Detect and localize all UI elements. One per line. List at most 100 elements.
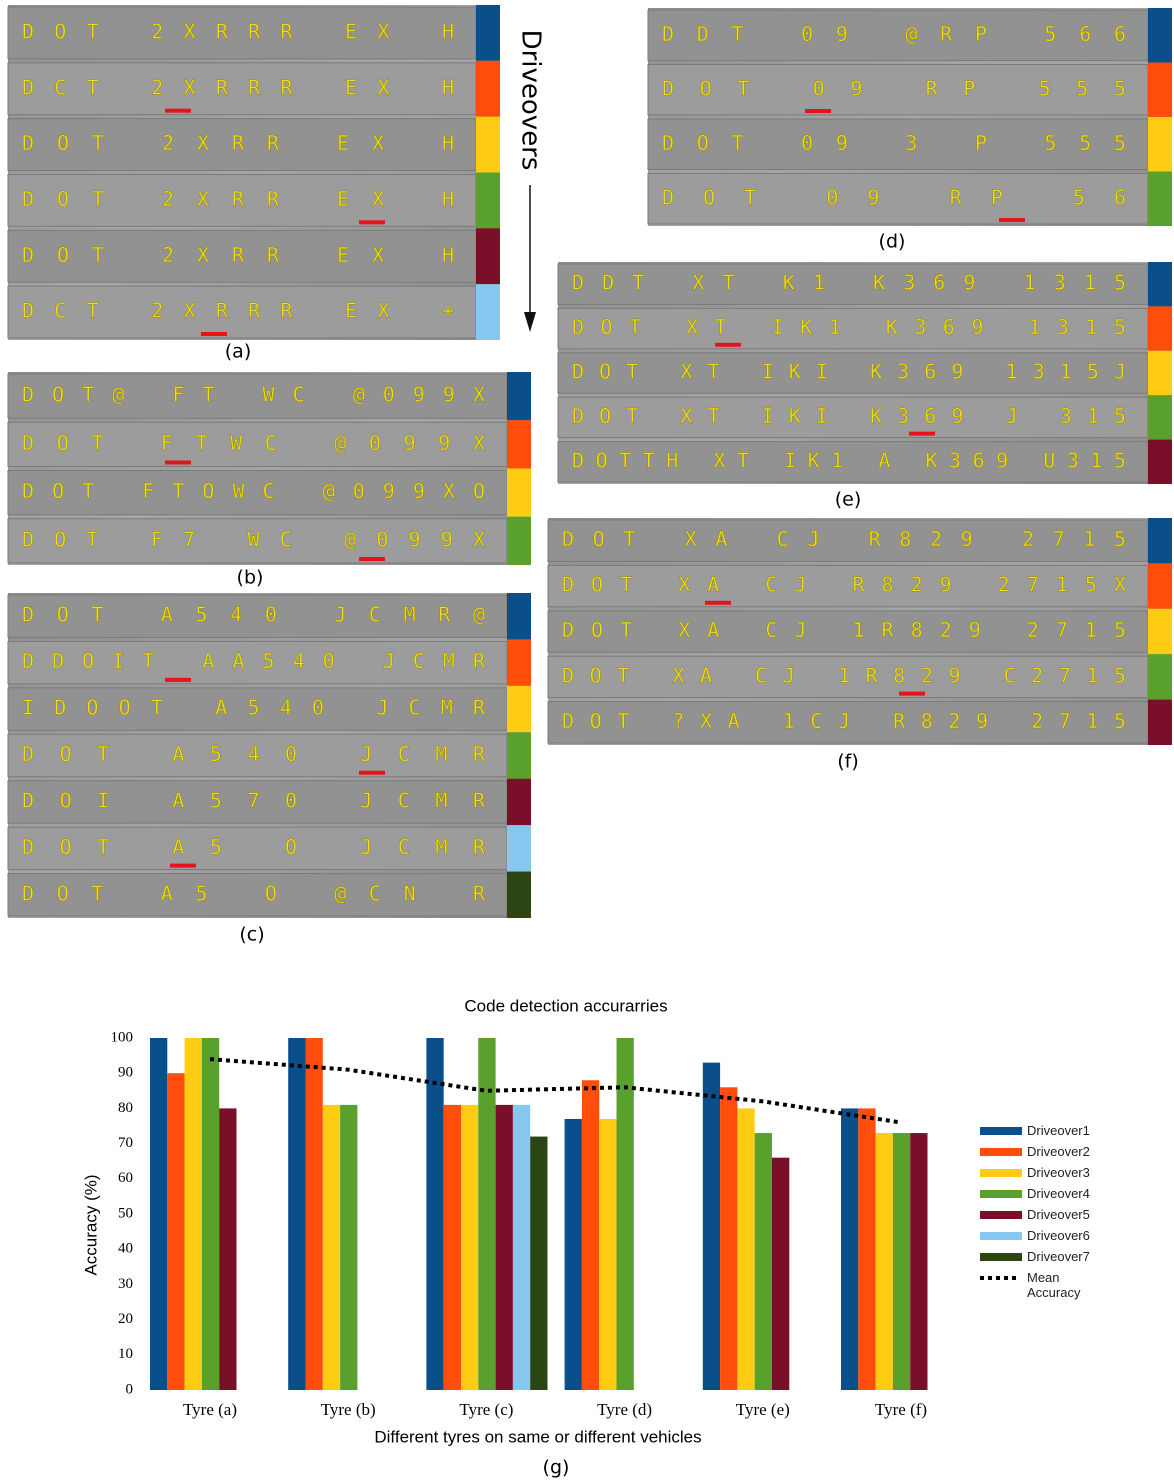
- panel-label: (d): [879, 231, 906, 253]
- legend-label: Mean Accuracy: [1027, 1270, 1102, 1300]
- legend-swatch: [980, 1127, 1022, 1135]
- driveover-color: [1148, 518, 1172, 563]
- driveover-color: [1148, 262, 1172, 306]
- strip: [648, 119, 1148, 170]
- bar: [755, 1133, 772, 1390]
- recognized-code: DOT XA CJ 1R829 C2715: [562, 663, 1126, 687]
- strip: [8, 63, 476, 115]
- error-mark: [165, 109, 191, 113]
- y-tick-label: 10: [118, 1346, 133, 1362]
- x-tick-label: Tyre (f): [875, 1400, 927, 1419]
- arrow-head: [524, 312, 536, 332]
- driveover-color: [507, 825, 531, 871]
- legend-swatch: [980, 1169, 1022, 1177]
- bar: [306, 1038, 323, 1390]
- bar: [565, 1119, 582, 1390]
- x-tick-label: Tyre (c): [459, 1400, 513, 1419]
- recognized-code: DOT XT IKI K369 1315J: [572, 360, 1126, 384]
- strip: [8, 7, 476, 59]
- legend-label: Driveover6: [1027, 1228, 1102, 1243]
- y-tick-label: 20: [118, 1311, 133, 1327]
- bar: [720, 1087, 737, 1390]
- driveover-color: [507, 872, 531, 918]
- error-mark: [805, 109, 831, 113]
- bar: [893, 1133, 910, 1390]
- y-axis-label: Accuracy (%): [81, 1174, 100, 1275]
- legend-label: Driveover5: [1027, 1207, 1102, 1222]
- recognized-code: IDOOT A540 JCMR: [22, 696, 486, 720]
- page: Driveovers Code detection accurarries Di…: [0, 0, 1174, 1482]
- x-tick-label: Tyre (d): [597, 1400, 652, 1419]
- strip: [8, 595, 507, 637]
- legend-label: Driveover2: [1027, 1144, 1102, 1159]
- bar: [150, 1038, 167, 1390]
- y-tick-label: 0: [126, 1381, 134, 1397]
- y-tick-label: 70: [118, 1135, 133, 1151]
- x-tick-label: Tyre (b): [321, 1400, 376, 1419]
- legend-swatch: [980, 1190, 1022, 1198]
- bar: [910, 1133, 927, 1390]
- driveover-color: [507, 420, 531, 468]
- driveover-color: [507, 686, 531, 732]
- driveover-color: [1148, 63, 1172, 118]
- legend-swatch: [980, 1232, 1022, 1240]
- driveover-color: [1148, 395, 1172, 439]
- driveover-color: [1148, 351, 1172, 395]
- y-tick-label: 90: [118, 1065, 133, 1081]
- recognized-code: DOT ?XA 1CJ R829 2715: [562, 709, 1126, 733]
- bar: [617, 1038, 634, 1390]
- error-mark: [999, 218, 1025, 222]
- error-mark: [909, 432, 935, 436]
- y-tick-label: 50: [118, 1205, 133, 1221]
- legend-label: Driveover1: [1027, 1123, 1102, 1138]
- panel-label: (a): [225, 341, 251, 363]
- error-mark: [705, 601, 731, 605]
- driveover-color: [507, 779, 531, 825]
- panel-label: (c): [239, 924, 264, 946]
- bar: [444, 1105, 461, 1390]
- bar: [841, 1108, 858, 1390]
- bar: [167, 1073, 184, 1390]
- driveover-color: [1148, 609, 1172, 654]
- bar: [426, 1038, 443, 1390]
- bar: [599, 1119, 616, 1390]
- y-tick-label: 40: [118, 1241, 133, 1257]
- recognized-code: DOT XT IKI K369 J 315: [572, 404, 1126, 428]
- y-tick-label: 80: [118, 1100, 133, 1116]
- x-tick-label: Tyre (e): [736, 1400, 790, 1419]
- error-mark: [201, 332, 227, 336]
- driveover-color: [1148, 654, 1172, 699]
- driveover-color: [1148, 700, 1172, 745]
- chart-title: Code detection accurarries: [464, 996, 667, 1015]
- driveover-color: [476, 284, 500, 340]
- driveover-color: [1148, 306, 1172, 350]
- legend-swatch: [980, 1253, 1022, 1261]
- bar: [202, 1038, 219, 1390]
- legend-label: Driveover3: [1027, 1165, 1102, 1180]
- strip: [8, 874, 507, 916]
- bar: [288, 1038, 305, 1390]
- strip: [8, 286, 476, 338]
- strip: [648, 10, 1148, 61]
- driveover-color: [1148, 8, 1172, 63]
- driveover-color: [507, 639, 531, 685]
- driveover-color: [507, 517, 531, 565]
- error-mark: [165, 461, 191, 465]
- panel-label: (b): [237, 567, 264, 589]
- driveover-color: [507, 372, 531, 420]
- legend-swatch: [980, 1211, 1022, 1219]
- bar: [513, 1105, 530, 1390]
- bar: [858, 1108, 875, 1390]
- bar: [737, 1108, 754, 1390]
- legend-label: Driveover7: [1027, 1249, 1102, 1264]
- driveover-color: [476, 228, 500, 284]
- error-mark: [359, 220, 385, 224]
- driveover-color: [1148, 563, 1172, 608]
- bar: [582, 1080, 599, 1390]
- recognized-code: DOT F7 WC @099X: [22, 527, 485, 551]
- y-tick-label: 100: [111, 1029, 134, 1045]
- driveover-color: [476, 5, 500, 61]
- panel-label: (e): [835, 489, 862, 511]
- strip: [8, 422, 507, 466]
- x-axis-label: Different tyres on same or different veh…: [374, 1427, 701, 1446]
